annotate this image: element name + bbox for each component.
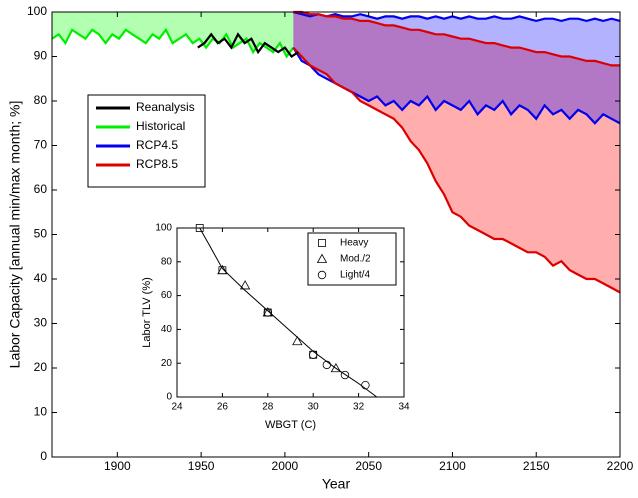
legend-box — [307, 232, 397, 286]
y-tick-label: 0 — [166, 392, 172, 403]
legend-label: Mod./2 — [340, 254, 371, 265]
x-tick-label: 2050 — [355, 459, 382, 473]
series-max-line — [293, 10, 621, 23]
y-tick-label: 60 — [161, 290, 173, 301]
y-tick-label: 90 — [34, 49, 48, 63]
y-tick-label: 40 — [161, 324, 173, 335]
y-tick-label: 0 — [40, 449, 47, 463]
legend-label: RCP8.5 — [136, 157, 178, 171]
x-tick-label: 26 — [217, 402, 229, 413]
x-tick-label: 32 — [353, 402, 365, 413]
band-fill — [293, 12, 620, 293]
y-axis-title: Labor TLV (%) — [141, 277, 153, 348]
x-tick-label: 1900 — [104, 459, 131, 473]
series-max-line — [293, 10, 620, 67]
legend-label: Heavy — [340, 238, 368, 249]
y-tick-label: 80 — [34, 93, 48, 107]
x-tick-label: 28 — [262, 402, 274, 413]
legend-box — [87, 94, 206, 188]
x-axis-title: Year — [322, 476, 351, 492]
legend-label: RCP4.5 — [136, 138, 178, 152]
marker-circle — [263, 308, 272, 317]
legend-label: Light/4 — [340, 270, 370, 281]
y-tick-label: 100 — [155, 223, 172, 234]
y-tick-label: 30 — [34, 316, 48, 330]
y-tick-label: 80 — [161, 256, 173, 267]
marker-circle — [317, 270, 327, 280]
marker-triangle — [217, 264, 228, 275]
x-tick-label: 2100 — [439, 459, 466, 473]
y-tick-label: 50 — [34, 227, 48, 241]
y-tick-label: 60 — [34, 182, 48, 196]
y-tick-label: 40 — [34, 271, 48, 285]
x-tick-label: 2000 — [272, 459, 299, 473]
marker-triangle — [292, 335, 303, 346]
marker-square — [318, 239, 326, 247]
series-line — [51, 27, 295, 59]
band-fill — [293, 12, 620, 124]
marker-circle — [361, 380, 370, 390]
legend-label: Historical — [136, 119, 185, 133]
y-tick-label: 10 — [34, 405, 48, 419]
x-tick-label: 24 — [171, 402, 183, 413]
y-tick-label: 70 — [34, 138, 48, 152]
inset-chart: 24 26 28 30 32 34 0 20 40 60 80 100 WBGT (C) Labor TL… — [141, 223, 410, 431]
y-tick-label: 100 — [27, 4, 47, 18]
y-tick-label: 20 — [34, 360, 48, 374]
fit-curve — [199, 227, 378, 398]
series-line — [197, 32, 299, 58]
y-axis-title: Labor Capacity [annual min/max month; %] — [7, 101, 23, 369]
x-axis-title: WBGT (C) — [265, 419, 316, 431]
x-tick-label: 34 — [398, 402, 410, 413]
x-tick-label: 30 — [308, 402, 320, 413]
marker-circle — [322, 360, 332, 370]
marker-triangle — [330, 362, 342, 373]
x-tick-label: 2150 — [523, 459, 550, 473]
series-line — [292, 46, 621, 294]
marker-triangle — [316, 253, 328, 263]
marker-triangle — [239, 280, 251, 290]
y-tick-label: 20 — [161, 358, 173, 369]
marker-circle — [309, 350, 318, 359]
plot-frame — [176, 227, 405, 398]
marker-circle — [340, 370, 350, 380]
x-tick-label: 1950 — [188, 459, 215, 473]
main-chart: 1900 1950 2000 2050 2100 2150 2200 0 10 20 30 40 50 6… — [7, 4, 634, 492]
legend-label: Reanalysis — [136, 100, 195, 114]
x-tick-label: 2200 — [607, 459, 634, 473]
